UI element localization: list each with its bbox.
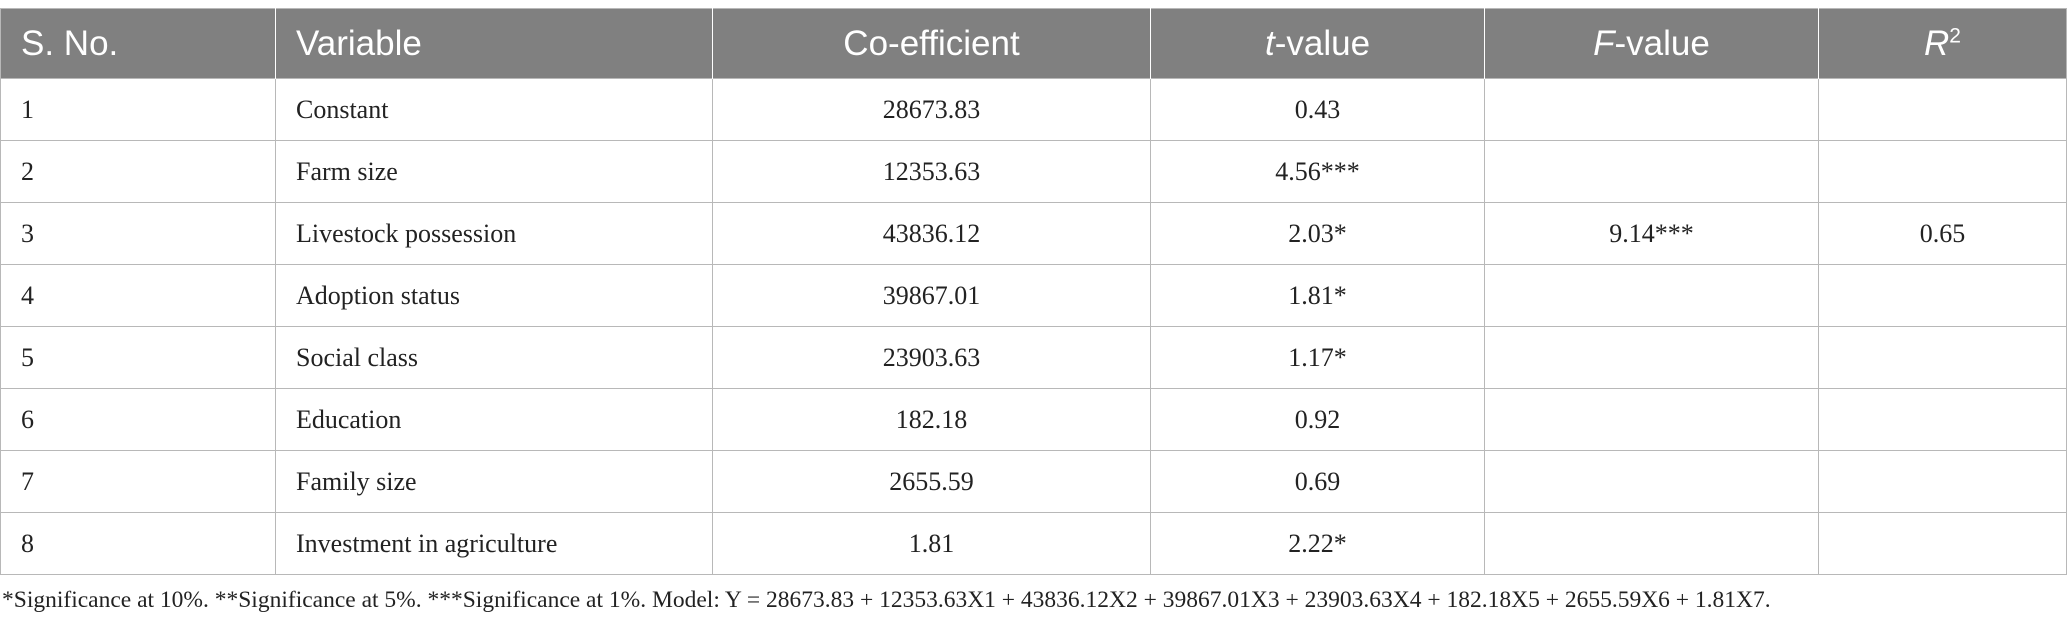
cell-sno: 2 xyxy=(0,140,276,203)
cell-sno: 8 xyxy=(0,512,276,575)
cell-variable: Constant xyxy=(275,78,713,141)
table-row: 4 Adoption status 39867.01 1.81* xyxy=(0,264,2067,327)
cell-f-value: 9.14*** xyxy=(1484,202,1819,265)
cell-r-squared-empty xyxy=(1818,78,2067,141)
cell-r-squared-empty xyxy=(1818,264,2067,327)
cell-coefficient: 43836.12 xyxy=(712,202,1151,265)
table-row: 2 Farm size 12353.63 4.56*** xyxy=(0,140,2067,203)
cell-coefficient: 23903.63 xyxy=(712,326,1151,389)
cell-f-value-empty xyxy=(1484,512,1819,575)
cell-coefficient: 12353.63 xyxy=(712,140,1151,203)
cell-variable: Farm size xyxy=(275,140,713,203)
cell-coefficient: 182.18 xyxy=(712,388,1151,451)
header-r-squared: R2 xyxy=(1818,8,2067,79)
header-sno: S. No. xyxy=(0,8,276,79)
cell-sno: 4 xyxy=(0,264,276,327)
cell-t-value: 1.17* xyxy=(1150,326,1485,389)
table-row: 6 Education 182.18 0.92 xyxy=(0,388,2067,451)
cell-sno: 6 xyxy=(0,388,276,451)
cell-f-value-empty xyxy=(1484,326,1819,389)
regression-table: S. No. Variable Co-efficient t-value F-v… xyxy=(0,8,2067,575)
table-row: 3 Livestock possession 43836.12 2.03* 9.… xyxy=(0,202,2067,265)
cell-sno: 5 xyxy=(0,326,276,389)
cell-t-value: 0.92 xyxy=(1150,388,1485,451)
cell-coefficient: 39867.01 xyxy=(712,264,1151,327)
header-t-symbol: t xyxy=(1264,23,1275,63)
cell-t-value: 4.56*** xyxy=(1150,140,1485,203)
cell-variable: Livestock possession xyxy=(275,202,713,265)
cell-f-value-empty xyxy=(1484,78,1819,141)
table-row: 5 Social class 23903.63 1.17* xyxy=(0,326,2067,389)
cell-r-squared-empty xyxy=(1818,512,2067,575)
regression-table-container: S. No. Variable Co-efficient t-value F-v… xyxy=(0,8,2067,575)
table-row: 7 Family size 2655.59 0.69 xyxy=(0,450,2067,513)
table-footnote: *Significance at 10%. **Significance at … xyxy=(2,587,1771,613)
cell-f-value-empty xyxy=(1484,140,1819,203)
cell-f-value-empty xyxy=(1484,388,1819,451)
header-t-value: t-value xyxy=(1150,8,1485,79)
cell-f-value-empty xyxy=(1484,450,1819,513)
cell-t-value: 0.43 xyxy=(1150,78,1485,141)
header-variable: Variable xyxy=(275,8,713,79)
cell-t-value: 0.69 xyxy=(1150,450,1485,513)
cell-sno: 1 xyxy=(0,78,276,141)
table-body: 1 Constant 28673.83 0.43 2 Farm size 123… xyxy=(0,78,2067,575)
cell-f-value-empty xyxy=(1484,264,1819,327)
cell-r-squared: 0.65 xyxy=(1818,202,2067,265)
header-r-superscript: 2 xyxy=(1949,23,1961,47)
table-row: 1 Constant 28673.83 0.43 xyxy=(0,78,2067,141)
cell-coefficient: 1.81 xyxy=(712,512,1151,575)
header-coefficient: Co-efficient xyxy=(712,8,1151,79)
header-row: S. No. Variable Co-efficient t-value F-v… xyxy=(0,8,2067,79)
cell-r-squared-empty xyxy=(1818,326,2067,389)
header-t-suffix: -value xyxy=(1274,23,1371,63)
header-r-symbol: R xyxy=(1924,23,1950,63)
cell-t-value: 2.22* xyxy=(1150,512,1485,575)
cell-coefficient: 2655.59 xyxy=(712,450,1151,513)
cell-coefficient: 28673.83 xyxy=(712,78,1151,141)
cell-t-value: 1.81* xyxy=(1150,264,1485,327)
cell-sno: 3 xyxy=(0,202,276,265)
cell-r-squared-empty xyxy=(1818,140,2067,203)
cell-sno: 7 xyxy=(0,450,276,513)
header-f-symbol: F xyxy=(1593,23,1615,63)
cell-variable: Social class xyxy=(275,326,713,389)
cell-variable: Adoption status xyxy=(275,264,713,327)
cell-r-squared-empty xyxy=(1818,388,2067,451)
cell-variable: Education xyxy=(275,388,713,451)
table-row: 8 Investment in agriculture 1.81 2.22* xyxy=(0,512,2067,575)
cell-variable: Investment in agriculture xyxy=(275,512,713,575)
header-f-suffix: -value xyxy=(1614,23,1710,63)
table-header: S. No. Variable Co-efficient t-value F-v… xyxy=(0,8,2067,79)
header-f-value: F-value xyxy=(1484,8,1819,79)
cell-t-value: 2.03* xyxy=(1150,202,1485,265)
cell-variable: Family size xyxy=(275,450,713,513)
cell-r-squared-empty xyxy=(1818,450,2067,513)
